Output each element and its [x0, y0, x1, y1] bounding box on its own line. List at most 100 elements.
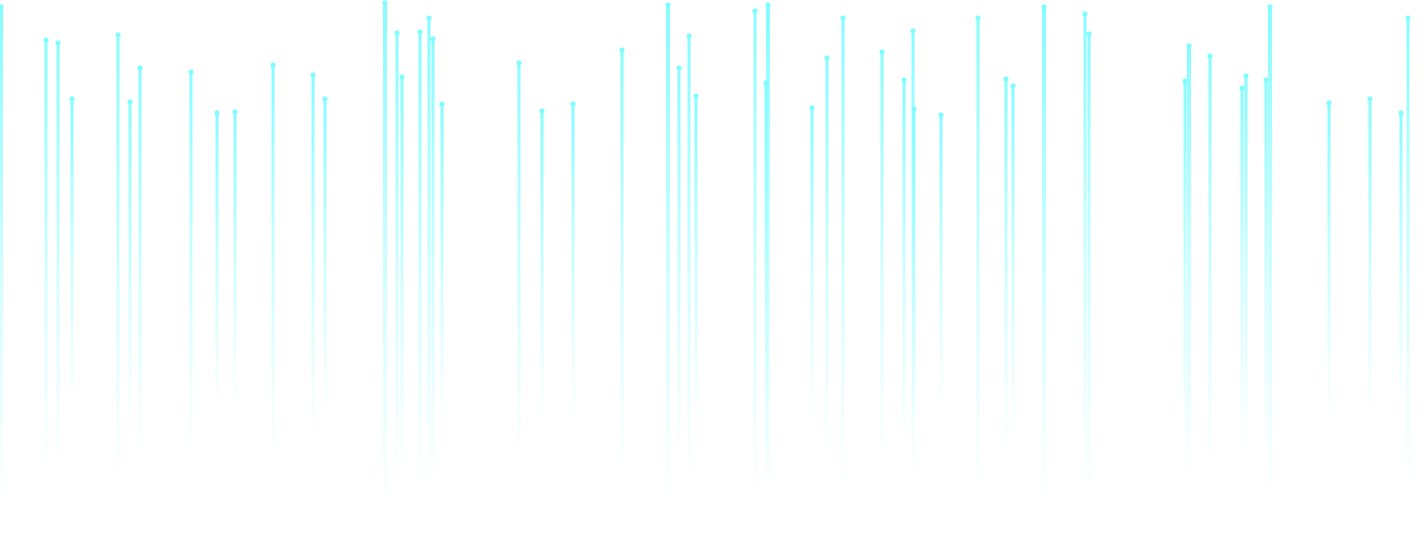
streak-line	[233, 111, 237, 410]
streak	[975, 15, 981, 490]
streak-line	[116, 34, 120, 480]
streak	[752, 8, 758, 500]
streak	[399, 74, 405, 470]
streak-line	[1327, 102, 1331, 420]
streak	[69, 96, 75, 410]
streak-dot	[1010, 83, 1016, 89]
streak-line	[70, 98, 74, 410]
streak	[1367, 96, 1373, 420]
streak-dot	[1182, 78, 1188, 84]
streak-line	[1042, 6, 1046, 500]
streak	[1041, 4, 1047, 500]
streak-dot	[910, 28, 916, 34]
streak-line	[1004, 78, 1008, 450]
streak-dot	[232, 109, 238, 115]
streak	[665, 2, 671, 500]
streak-line	[323, 98, 327, 420]
streak-line	[1244, 75, 1248, 450]
streak	[426, 15, 432, 490]
streak-dot	[765, 2, 771, 8]
streak-dot	[430, 36, 436, 42]
streak-dot	[570, 101, 576, 107]
streak	[310, 72, 316, 440]
streak-dot	[1239, 85, 1245, 91]
streak-dot	[382, 0, 388, 6]
streak-line	[189, 71, 193, 450]
streak-dot	[901, 77, 907, 83]
streak-dot	[693, 93, 699, 99]
streak	[824, 55, 830, 460]
streak	[115, 32, 121, 480]
streak-line	[810, 107, 814, 420]
streak-dot	[938, 112, 944, 118]
streak	[911, 106, 917, 430]
streak-dot	[214, 110, 220, 116]
streak-line	[1368, 98, 1372, 420]
streak-line	[400, 76, 404, 470]
streak-line	[138, 67, 142, 460]
streak-line	[766, 4, 770, 500]
streak-line	[431, 38, 435, 480]
streak-line	[694, 95, 698, 430]
streak-line	[517, 62, 521, 460]
streak-dot	[676, 65, 682, 71]
streak-line	[1187, 45, 1191, 480]
streak-dot	[1082, 11, 1088, 17]
streak	[382, 0, 388, 510]
streak	[1326, 100, 1332, 420]
streak	[394, 30, 400, 490]
streak	[137, 65, 143, 460]
streak	[539, 108, 545, 420]
streak-line	[902, 79, 906, 450]
streak-dot	[1003, 76, 1009, 82]
streak-line	[841, 17, 845, 490]
streak-line	[825, 57, 829, 460]
streak-dot	[417, 29, 423, 35]
streak-dot	[975, 15, 981, 21]
streak-dot	[1186, 43, 1192, 49]
streak-dot	[539, 108, 545, 114]
streak-dot	[809, 105, 815, 111]
streak	[1186, 43, 1192, 480]
streak-line	[687, 35, 691, 480]
streak-line	[1264, 79, 1268, 450]
streak-dot	[516, 60, 522, 66]
streak	[1003, 76, 1009, 450]
streak-line	[939, 114, 943, 410]
streak-line	[912, 108, 916, 430]
streak	[879, 49, 885, 460]
streak-line	[677, 67, 681, 460]
streak-dot	[439, 101, 445, 107]
streak	[439, 101, 445, 430]
streak	[270, 62, 276, 460]
streak-line	[44, 39, 48, 470]
streak-dot	[188, 69, 194, 75]
streak	[1263, 77, 1269, 450]
streak-line	[418, 31, 422, 490]
streak-dot	[399, 74, 405, 80]
streak-dot	[1041, 4, 1047, 10]
streak-line	[1399, 112, 1403, 410]
streak	[55, 40, 61, 470]
streak-dot	[840, 15, 846, 21]
streak	[693, 93, 699, 430]
streak	[676, 65, 682, 460]
streak	[1267, 4, 1273, 500]
streak	[765, 2, 771, 500]
streak	[1243, 73, 1249, 450]
streak-line	[571, 103, 575, 420]
streak-line	[1011, 85, 1015, 440]
streak-line	[1208, 55, 1212, 470]
streak	[1082, 11, 1088, 490]
streak	[188, 69, 194, 450]
streak	[1207, 53, 1213, 470]
streak-line	[440, 103, 444, 430]
streak	[214, 110, 220, 410]
streak-dot	[1405, 15, 1411, 21]
streak-dot	[69, 96, 75, 102]
streak-dot	[394, 30, 400, 36]
streak	[127, 99, 133, 430]
streak-dot	[686, 33, 692, 39]
